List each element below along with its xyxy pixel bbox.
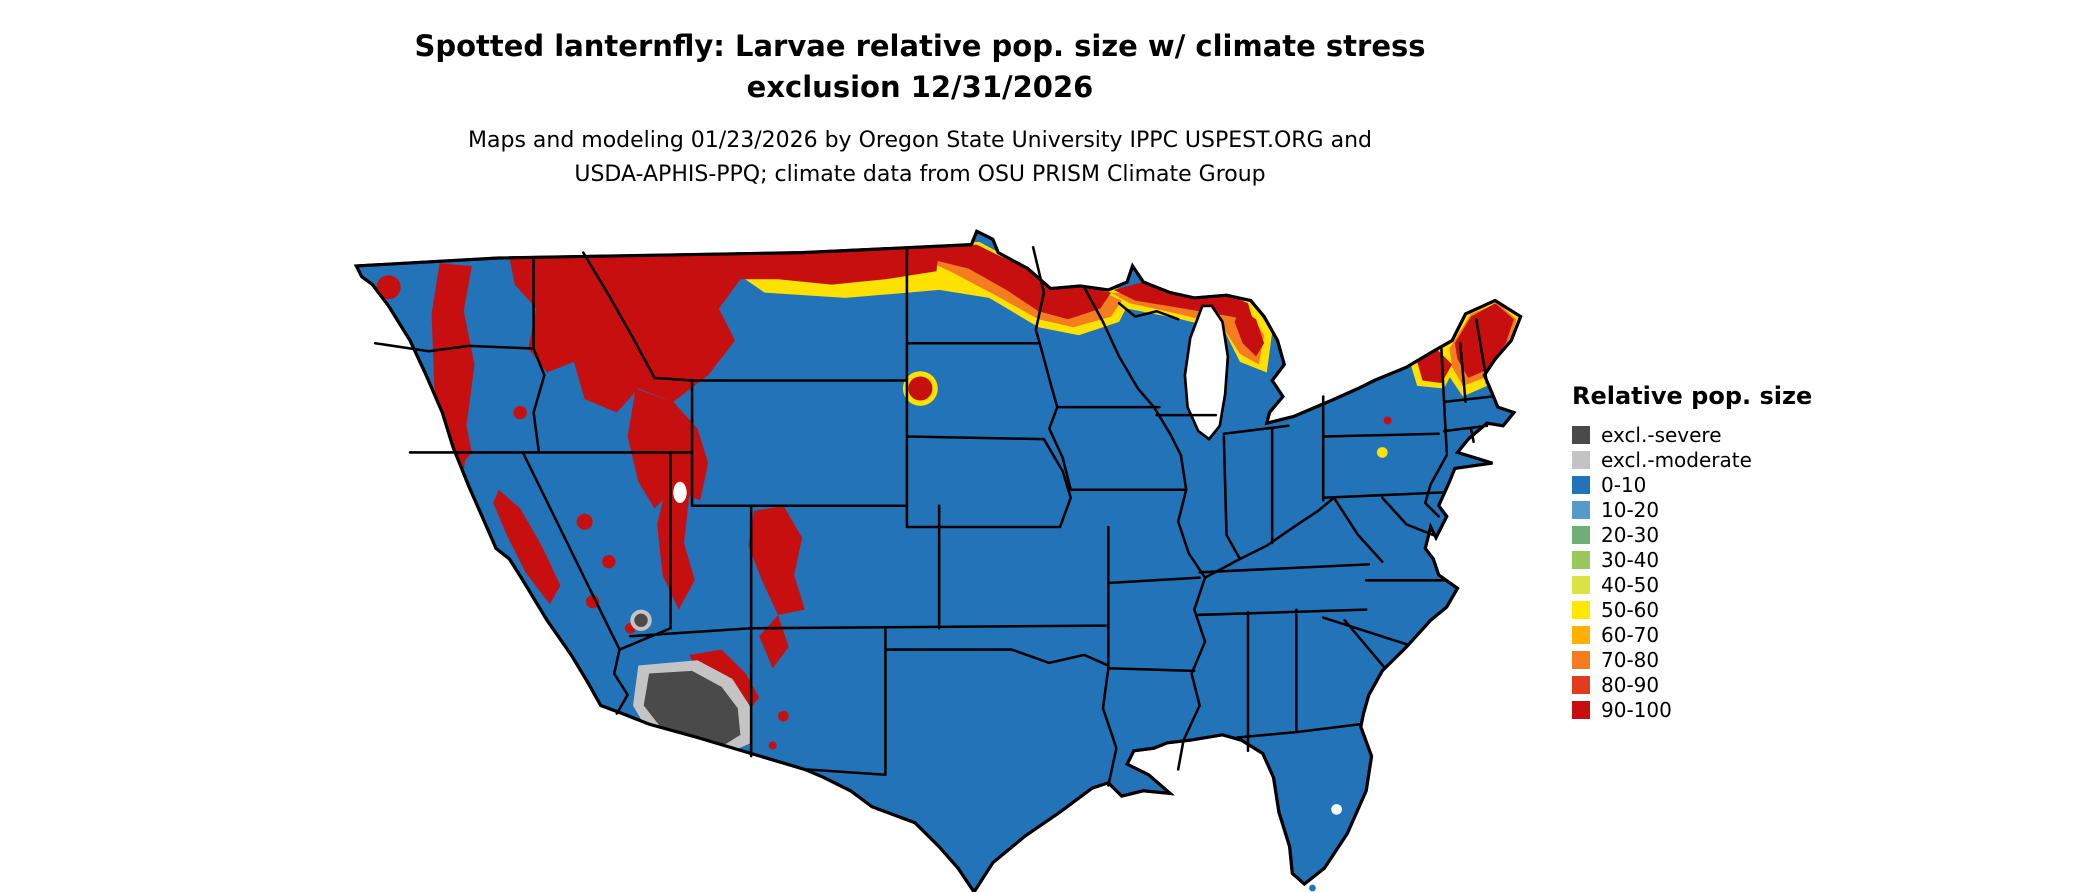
legend-label: 0-10 <box>1601 472 1647 497</box>
title-line-1: Spotted lanternfly: Larvae relative pop.… <box>414 29 1426 63</box>
legend-label: 30-40 <box>1601 547 1660 572</box>
legend-item: 70-80 <box>1572 647 1812 672</box>
map-layer-high-risk <box>376 244 1514 750</box>
legend-item: 10-20 <box>1572 497 1812 522</box>
title-line-2: exclusion 12/31/2026 <box>746 70 1094 104</box>
header: Spotted lanternfly: Larvae relative pop.… <box>0 26 1840 192</box>
state-borders <box>373 246 1494 787</box>
legend-swatch <box>1572 525 1590 544</box>
us-map <box>354 229 1523 892</box>
legend-label: 50-60 <box>1601 597 1660 622</box>
legend-item: 40-50 <box>1572 572 1812 597</box>
legend-item: 20-30 <box>1572 522 1812 547</box>
legend-item: excl.-severe <box>1572 422 1812 447</box>
page-subtitle: Maps and modeling 01/23/2026 by Oregon S… <box>0 124 1840 192</box>
legend-title: Relative pop. size <box>1572 382 1813 410</box>
legend-items: excl.-severe excl.-moderate 0-10 10-20 20-30… <box>1572 422 1812 722</box>
legend: Relative pop. size excl.-severe excl.-mod… <box>1572 382 1812 722</box>
legend-item: 50-60 <box>1572 597 1812 622</box>
legend-item: 80-90 <box>1572 672 1812 697</box>
legend-label: 80-90 <box>1601 672 1660 697</box>
subtitle-line-1: Maps and modeling 01/23/2026 by Oregon S… <box>468 128 1372 153</box>
legend-swatch <box>1572 550 1590 569</box>
page-title: Spotted lanternfly: Larvae relative pop.… <box>0 26 1840 108</box>
legend-label: 70-80 <box>1601 647 1660 672</box>
legend-swatch <box>1572 575 1590 594</box>
legend-label: 40-50 <box>1601 572 1660 597</box>
legend-swatch <box>1572 700 1590 719</box>
legend-item: 90-100 <box>1572 697 1812 722</box>
legend-swatch <box>1572 675 1590 694</box>
legend-label: 20-30 <box>1601 522 1660 547</box>
map-layer-inland-water <box>673 481 1342 815</box>
lake-michigan <box>1183 304 1230 441</box>
legend-swatch <box>1572 450 1590 469</box>
legend-label: 90-100 <box>1601 697 1672 722</box>
legend-item: 30-40 <box>1572 547 1812 572</box>
legend-swatch <box>1572 425 1590 444</box>
legend-label: excl.-severe <box>1601 422 1722 447</box>
subtitle-line-2: USDA-APHIS-PPQ; climate data from OSU PR… <box>574 162 1266 187</box>
legend-label: excl.-moderate <box>1601 447 1752 472</box>
legend-item: 0-10 <box>1572 472 1812 497</box>
florida-keys-dot <box>1309 884 1316 892</box>
legend-item: 60-70 <box>1572 622 1812 647</box>
legend-label: 60-70 <box>1601 622 1660 647</box>
legend-swatch <box>1572 625 1590 644</box>
legend-item: excl.-moderate <box>1572 447 1812 472</box>
legend-label: 10-20 <box>1601 497 1660 522</box>
legend-swatch <box>1572 500 1590 519</box>
legend-swatch <box>1572 650 1590 669</box>
map-container <box>308 226 1530 892</box>
legend-swatch <box>1572 600 1590 619</box>
legend-swatch <box>1572 475 1590 494</box>
